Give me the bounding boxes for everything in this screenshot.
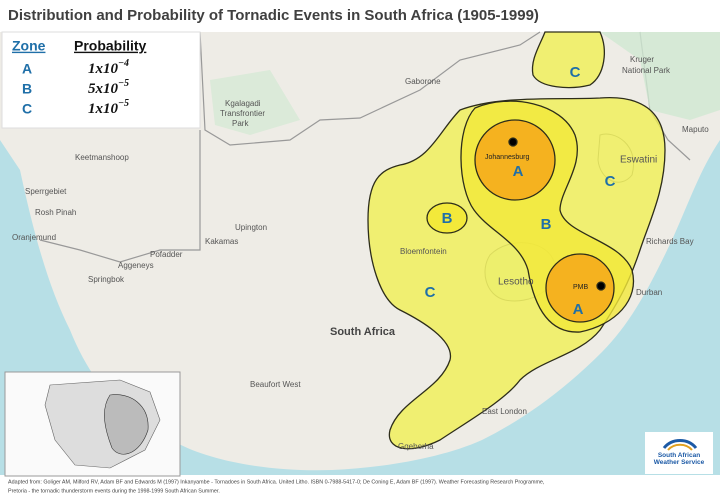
zone-label: B — [541, 216, 552, 233]
zones — [367, 31, 666, 450]
place-labels: Gaborone Kruger National Park Kgalagadi … — [12, 55, 709, 451]
zone-label: C — [605, 173, 616, 190]
footer-line: Adapted from: Goliger AM, Milford RV, Ad… — [8, 479, 545, 485]
logo-text: South African Weather Service — [653, 452, 705, 466]
place-label: Sperrgebiet — [25, 187, 67, 196]
border — [199, 31, 541, 146]
zone-label: A — [513, 163, 524, 180]
probability-base: 1x10 — [88, 61, 119, 77]
footer-line: Pretoria - the tornadic thunderstorm eve… — [8, 488, 220, 494]
place-label: Durban — [636, 288, 662, 297]
legend-zone: C — [22, 101, 32, 117]
place-label: Gaborone — [405, 77, 441, 86]
zone-labels: C A B B C C A — [425, 64, 616, 318]
inset-zones — [104, 394, 149, 455]
city-marker — [596, 281, 606, 291]
place-label: Transfrontier — [220, 109, 265, 118]
probability-exponent: −5 — [118, 78, 129, 89]
legend: Zone Probability A 1x10−4B 5x10−5C 1x10−5 — [1, 31, 201, 129]
probability-base: 1x10 — [88, 101, 119, 117]
place-label: Gqeberha — [398, 442, 434, 451]
place-label: Rosh Pinah — [35, 208, 76, 217]
zone-label: A — [573, 301, 584, 318]
place-label: Lesotho — [498, 277, 534, 288]
place-label: Park — [232, 119, 249, 128]
legend-probability: 5x10−5 — [88, 78, 129, 97]
zone-label: B — [442, 210, 453, 227]
place-label: Oranjemund — [12, 233, 56, 242]
probability-exponent: −5 — [118, 98, 129, 109]
place-label: National Park — [622, 66, 671, 75]
park-area — [210, 70, 300, 135]
legend-zone: A — [22, 61, 32, 77]
place-label: Johannesburg — [485, 154, 529, 161]
place-label: Beaufort West — [250, 380, 301, 389]
place-label: Pofadder — [150, 250, 183, 259]
place-label: Springbok — [88, 275, 125, 284]
place-label: PMB — [573, 284, 589, 291]
place-label: Aggeneys — [118, 261, 154, 270]
logo: South African Weather Service — [645, 432, 713, 474]
place-label: Kakamas — [205, 237, 238, 246]
zone-c — [531, 31, 605, 89]
park-area — [600, 32, 720, 120]
zone-a — [474, 119, 556, 201]
logo-box — [645, 432, 713, 474]
inset-map — [4, 371, 181, 477]
city-marker — [508, 137, 518, 147]
logo-arc — [662, 439, 698, 450]
zone-b — [426, 202, 468, 234]
place-label: Richards Bay — [646, 237, 694, 246]
place-label: Upington — [235, 223, 267, 232]
probability-exponent: −4 — [118, 58, 129, 69]
logo-arc — [667, 443, 693, 451]
place-label: Kruger — [630, 55, 654, 64]
place-label: East London — [482, 407, 527, 416]
border — [39, 130, 201, 263]
place-label: Maputo — [682, 125, 709, 134]
zone-a — [545, 253, 615, 323]
place-label: Eswatini — [620, 155, 657, 166]
place-label: Bloemfontein — [400, 247, 447, 256]
place-label: Kgalagadi — [225, 99, 261, 108]
legend-probability: 1x10−4 — [88, 58, 129, 77]
legend-probability: 1x10−5 — [88, 98, 129, 117]
legend-zone: B — [22, 81, 32, 97]
zone-label: C — [570, 64, 581, 81]
zone-label: C — [425, 284, 436, 301]
probability-base: 5x10 — [88, 81, 119, 97]
title: Distribution and Probability of Tornadic… — [8, 7, 539, 24]
place-label: Keetmanshoop — [75, 153, 129, 162]
legend-header: Zone — [12, 38, 46, 54]
legend-header: Probability — [74, 38, 147, 54]
zone-c — [367, 96, 666, 450]
place-label: South Africa — [330, 326, 396, 338]
legend-box — [1, 31, 201, 129]
